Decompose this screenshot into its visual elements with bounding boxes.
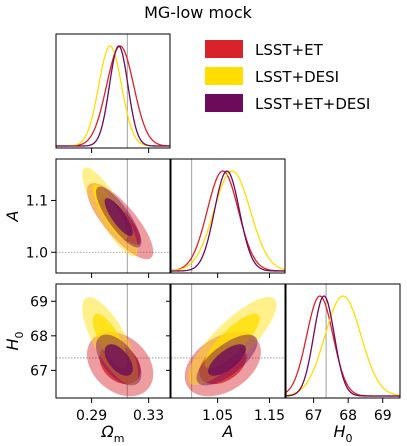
ytick-label: 1.1 [26, 193, 48, 209]
ytick-label: 68 [30, 329, 48, 345]
xtick-label: 68 [339, 408, 357, 424]
panel-H0-vs-A-content [171, 284, 285, 398]
axis-label-main: A [3, 211, 22, 223]
panel-1d-Om-content [56, 34, 170, 148]
legend-label: LSST+ET+DESI [255, 95, 370, 113]
panel-1d-A-frame [170, 158, 286, 274]
axis-label-Om: Ωm [101, 422, 125, 445]
marginal-LSST+DESI [286, 295, 400, 396]
axis-label-A: A [3, 211, 22, 223]
axis-label-subscript: 0 [346, 432, 353, 445]
marginal-LSST+ET [286, 295, 400, 397]
panel-A-vs-Om-frame [55, 158, 171, 274]
axis-label-subscript: 0 [13, 331, 26, 338]
marginal-LSST+ET+DESI [286, 295, 400, 397]
xtick-label: 0.33 [133, 408, 164, 424]
legend-swatch [205, 67, 243, 85]
panel-H0-vs-Om-content [56, 284, 170, 398]
axis-label-main: Ω [101, 422, 115, 441]
contour-68-LSST+ET+DESI [104, 344, 133, 376]
legend: LSST+ET LSST+DESI LSST+ET+DESI [205, 40, 370, 113]
chart-title: MG-low mock [144, 3, 253, 22]
axis-label-H0: H0 [333, 422, 352, 445]
panel-H0-vs-A-frame [170, 283, 286, 399]
panel-1d-H0-frame [285, 283, 401, 399]
axis-label-H0: H0 [3, 331, 26, 350]
contour-68-LSST+DESI [204, 313, 260, 369]
ytick-label: 69 [30, 294, 48, 310]
contour-68-LSST+ET+DESI [208, 344, 246, 376]
panel-H0-vs-Om-frame [55, 283, 171, 399]
panel-A-vs-Om-content [56, 159, 170, 273]
legend-swatch [205, 94, 243, 112]
ytick-label: 1.0 [26, 245, 48, 261]
marginal-LSST+ET+DESI [171, 170, 285, 272]
marginal-LSST+ET+DESI [56, 45, 170, 147]
panel-1d-H0-content [286, 284, 400, 398]
xtick-label: 1.15 [254, 408, 285, 424]
contour-68-LSST+ET+DESI [104, 198, 133, 236]
axis-label-main: H [3, 338, 22, 350]
axis-label-A: A [222, 422, 234, 441]
ytick-label: 67 [30, 363, 48, 379]
xtick-label: 0.29 [76, 408, 107, 424]
axis-label-main: H [333, 422, 345, 441]
panel-1d-A-content [171, 159, 285, 273]
xtick-label: 69 [374, 408, 392, 424]
panel-1d-Om-frame [55, 33, 171, 149]
legend-label: LSST+DESI [255, 68, 339, 86]
axis-label-main: A [222, 422, 234, 441]
legend-swatch [205, 40, 243, 58]
marginal-LSST+DESI [171, 170, 285, 272]
xtick-label: 67 [305, 408, 323, 424]
axis-label-subscript: m [114, 432, 125, 445]
xtick-label: 1.05 [202, 408, 233, 424]
marginal-LSST+ET [171, 170, 285, 272]
legend-label: LSST+ET [255, 41, 324, 59]
